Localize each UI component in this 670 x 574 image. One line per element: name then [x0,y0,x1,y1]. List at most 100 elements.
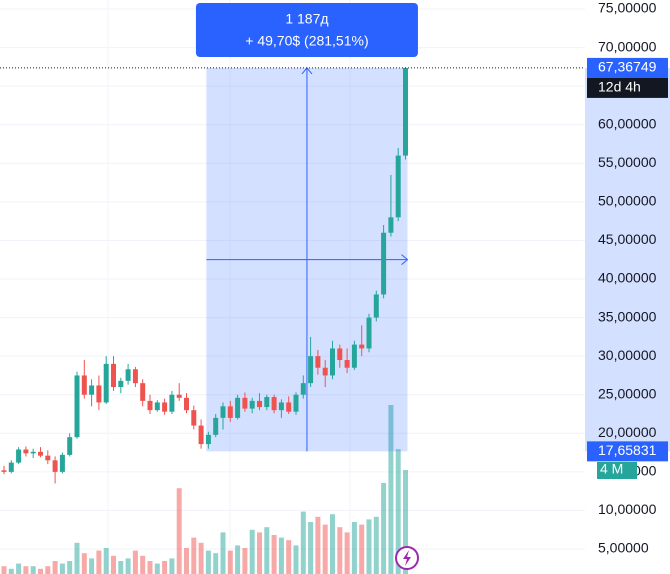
volume-bar [366,519,372,574]
candle-body [52,460,58,472]
candle-body [45,455,51,461]
candle-body [132,369,138,384]
candle-body [96,385,102,403]
volume-bar [147,561,153,574]
volume-bar [16,563,22,574]
volume-bar [242,548,248,574]
candle-body [300,383,306,395]
volume-bar [373,516,379,574]
candle-body [118,380,124,388]
candle-body [154,402,160,411]
candle-body [59,454,65,472]
volume-bar [351,522,357,574]
arrow-head [401,254,409,266]
volume-bar [198,542,204,574]
lightning-bolt [403,550,411,566]
volume-bar [381,483,387,574]
volume-bar [132,550,138,574]
candle-body [147,400,153,411]
candle-body [242,397,248,409]
volume-bar [271,535,277,574]
volume-bar [1,566,7,574]
volume-bar [111,555,116,574]
last-price-label: 67,36749 [598,59,657,75]
volume-bar [395,449,401,574]
y-tick-label: 35,00000 [598,308,657,324]
y-tick-label: 70,00000 [598,38,657,54]
candle-body [249,400,255,409]
candle-body [381,232,387,295]
volume-label: 4 M [600,461,623,477]
volume-bar [293,545,299,574]
candle-body [373,294,379,318]
volume-bar [315,516,321,574]
candle-body [23,449,29,454]
volume-bar [235,545,241,574]
volume-bar [359,524,365,574]
candle-body [278,402,284,411]
y-tick-label: 50,00000 [598,193,657,209]
volume-bar [220,532,226,574]
candle-body [8,462,14,472]
volume-bar [205,550,211,574]
y-tick-label: 75,00000 [598,0,657,16]
volume-bar [118,561,124,574]
candle-body [271,397,277,411]
candle-body [227,406,233,418]
candle-body [359,344,365,349]
measure-from-label: 17,65831 [598,442,657,458]
candle-body [315,356,321,368]
candle-body [286,402,292,412]
candle-body [293,394,299,412]
volume-bar [213,553,219,574]
candle-body [395,155,401,218]
candle-body [38,451,43,456]
candle-body [162,402,168,412]
volume-bar [140,555,146,574]
volume-bar [337,527,343,574]
volume-bar [176,488,182,574]
volume-bar [103,548,109,574]
volume-bar [96,550,102,574]
lightning-button[interactable] [395,546,419,570]
volume-tag [597,462,637,479]
volume-bar [344,532,350,574]
candle-body [344,360,350,368]
volume-bar [257,532,262,574]
candle-body [330,348,335,376]
candle-body [308,356,314,384]
volume-bar [330,514,335,574]
measure-label-box [195,3,418,57]
candle-body [403,67,408,156]
candle-body [169,394,175,412]
volume-bar [308,522,314,574]
volume-bar [38,568,43,574]
candle-body [89,385,95,395]
countdown-label: 12d 4h [598,79,641,95]
volume-bar [278,537,284,574]
measure-change-label: + 49,70$ (281,51%) [245,33,368,49]
volume-bar [264,527,270,574]
volume-bar [286,540,292,574]
candle-body [74,375,80,438]
y-tick-label: 40,00000 [598,270,657,286]
y-tick-label: 55,00000 [598,154,657,170]
volume-bar [227,550,233,574]
volume-bar [162,561,168,574]
candle-body [322,367,328,376]
volume-bar [8,568,14,574]
volume-bar [67,561,73,574]
candle-body [257,400,262,408]
measure-bars-label: 1 187д [285,11,328,27]
candle-body [205,434,211,445]
candle-body [366,317,372,349]
candle-body [125,369,131,381]
volume-bar [23,566,29,574]
candle-body [351,344,357,368]
countdown-tag [587,77,668,98]
candle-body [184,397,189,411]
y-tick-label: 30,00000 [598,347,657,363]
volume-bar [249,529,255,574]
volume-bar [81,553,87,574]
volume-bar [45,566,51,574]
